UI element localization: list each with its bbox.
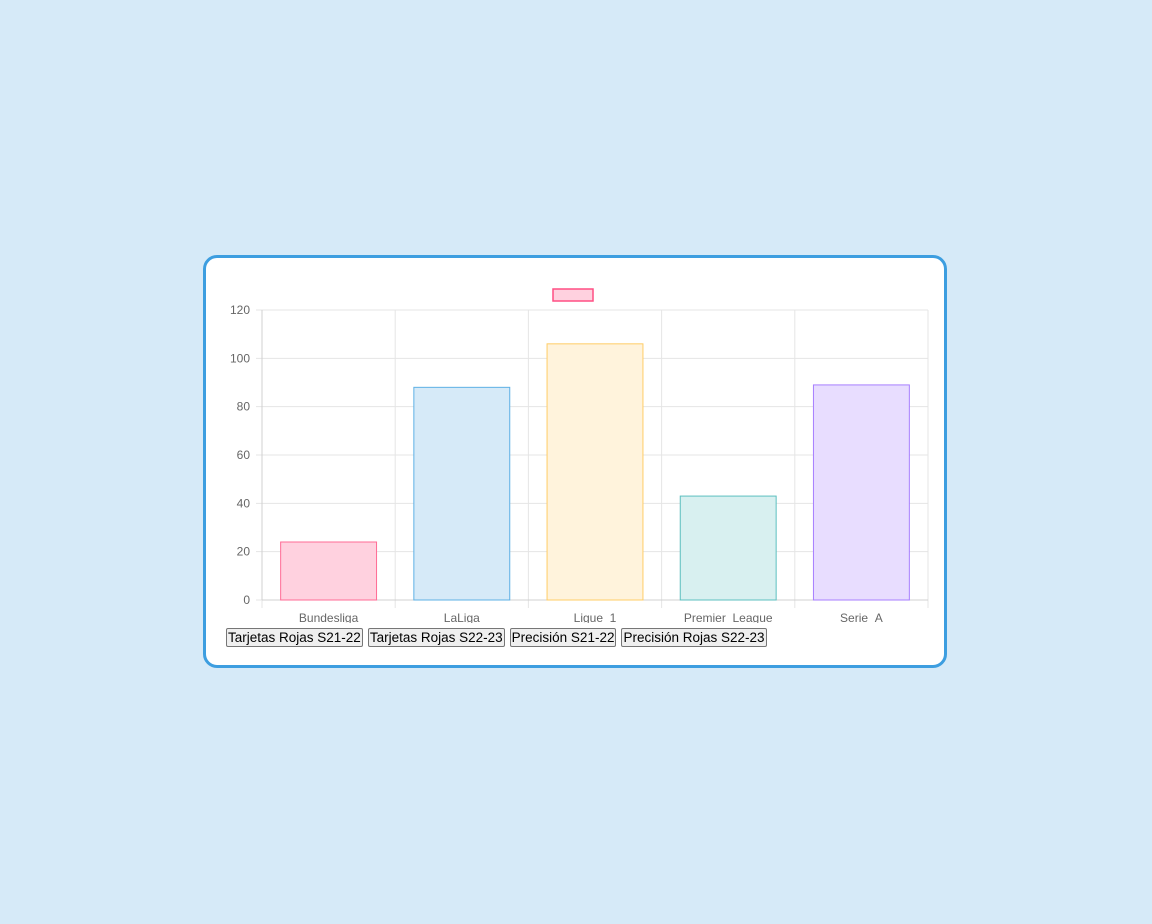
x-tick-label: Bundesliga <box>299 611 359 623</box>
legend-swatch <box>552 288 594 302</box>
precision-s21-22-button[interactable]: Precisión S21-22 <box>509 628 617 647</box>
y-tick-label: 40 <box>237 496 251 510</box>
tarjetas-rojas-s21-22-button[interactable]: Tarjetas Rojas S21-22 <box>226 628 363 647</box>
x-tick-label: Ligue_1 <box>574 611 617 623</box>
y-tick-label: 0 <box>243 593 250 607</box>
y-tick-label: 60 <box>237 448 251 462</box>
bar-premier-league <box>679 495 777 601</box>
tarjetas-rojas-s22-23-button[interactable]: Tarjetas Rojas S22-23 <box>367 628 505 647</box>
bar-ligue-1 <box>546 343 644 601</box>
y-tick-label: 20 <box>237 545 251 559</box>
y-tick-label: 100 <box>230 351 250 365</box>
bar-chart: 0 20 40 60 80 100 120 Bundesliga LaLiga Ligue_1 Pr… <box>230 288 929 623</box>
bar-bundesliga <box>280 541 378 601</box>
x-tick-label: Premier_League <box>684 611 773 623</box>
y-tick-label: 80 <box>237 400 251 414</box>
y-tick-label: 120 <box>230 303 250 317</box>
chart-card: 0 20 40 60 80 100 120 Bundesliga LaLiga Ligue_1 Pr… <box>203 255 947 668</box>
bar-laliga <box>413 386 511 601</box>
x-tick-label: Serie_A <box>840 611 883 623</box>
precision-rojas-s22-23-button[interactable]: Precisión Rojas S22-23 <box>621 628 767 647</box>
x-tick-label: LaLiga <box>444 611 480 623</box>
bar-serie-a <box>812 384 910 601</box>
dataset-button-row: Tarjetas Rojas S21-22 Tarjetas Rojas S22… <box>226 628 767 647</box>
